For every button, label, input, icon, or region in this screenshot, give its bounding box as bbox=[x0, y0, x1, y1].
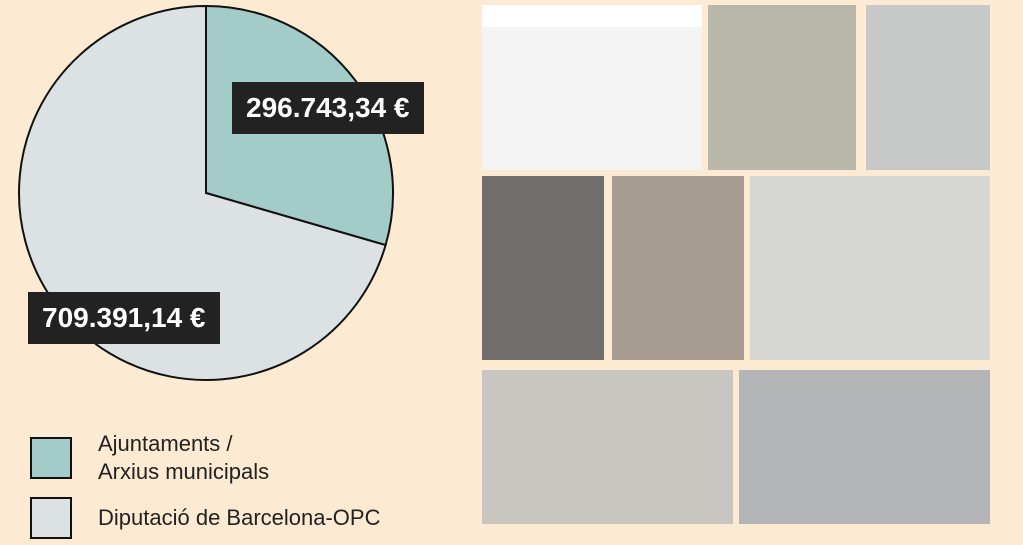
legend-item: Ajuntaments / Arxius municipals bbox=[30, 430, 298, 486]
value-label: 709.391,14 € bbox=[28, 292, 220, 344]
photo-part bbox=[482, 5, 702, 27]
photo bbox=[482, 176, 604, 360]
value-label: 296.743,34 € bbox=[232, 82, 424, 134]
photo bbox=[750, 176, 990, 360]
photo bbox=[612, 176, 744, 360]
page: {"chart_data":{"type":"pie","categories"… bbox=[0, 0, 1023, 545]
photo bbox=[482, 370, 733, 524]
photos bbox=[482, 5, 990, 524]
photo bbox=[739, 370, 990, 524]
legend-swatch bbox=[30, 437, 72, 479]
photo bbox=[708, 5, 856, 170]
legend-swatch bbox=[30, 497, 72, 539]
photo bbox=[866, 5, 990, 170]
legend-label: Ajuntaments / Arxius municipals bbox=[98, 430, 298, 486]
photo bbox=[482, 5, 702, 170]
legend-item: Diputació de Barcelona-OPC bbox=[30, 497, 380, 539]
legend-label: Diputació de Barcelona-OPC bbox=[98, 504, 380, 532]
